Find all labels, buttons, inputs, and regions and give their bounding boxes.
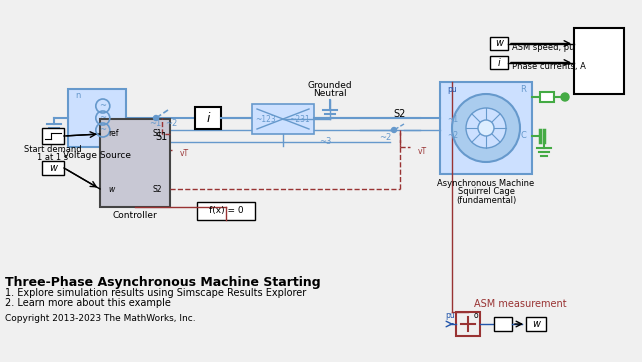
- Text: ~231: ~231: [290, 114, 310, 123]
- Text: ASM speed, pu: ASM speed, pu: [512, 42, 575, 51]
- Bar: [100, 119, 170, 207]
- Text: f(x) = 0: f(x) = 0: [209, 206, 243, 215]
- Bar: [42, 128, 64, 144]
- Text: Asynchronous Machine: Asynchronous Machine: [437, 180, 535, 189]
- Text: S1: S1: [153, 130, 162, 139]
- Circle shape: [561, 93, 569, 101]
- Text: Grounded: Grounded: [308, 81, 352, 90]
- Text: w: w: [108, 185, 114, 194]
- Text: (fundamental): (fundamental): [456, 195, 516, 205]
- Circle shape: [466, 108, 506, 148]
- Text: ~1: ~1: [149, 119, 161, 129]
- Text: Controller: Controller: [112, 211, 157, 220]
- Bar: [540, 92, 554, 102]
- Text: pu: pu: [447, 85, 456, 94]
- Text: i: i: [498, 58, 500, 67]
- Text: ~: ~: [100, 126, 107, 135]
- Bar: [252, 104, 314, 134]
- Bar: [490, 37, 508, 50]
- Text: vT: vT: [180, 150, 189, 159]
- Circle shape: [478, 120, 494, 136]
- Text: ~3: ~3: [319, 138, 331, 147]
- Text: 1. Explore simulation results using Simscape Results Explorer: 1. Explore simulation results using Sims…: [5, 288, 306, 298]
- Circle shape: [452, 94, 520, 162]
- Text: S1: S1: [156, 132, 168, 142]
- Bar: [490, 56, 508, 69]
- Text: 2. Learn more about this example: 2. Learn more about this example: [5, 298, 171, 308]
- Text: S2: S2: [153, 185, 162, 194]
- Text: Squirrel Cage: Squirrel Cage: [458, 188, 514, 197]
- Text: ~: ~: [100, 101, 107, 110]
- Text: 1 at 1 s: 1 at 1 s: [37, 152, 69, 161]
- Text: i: i: [206, 111, 210, 125]
- Text: ~2: ~2: [165, 119, 177, 129]
- Text: Phase currents, A: Phase currents, A: [512, 62, 586, 71]
- Bar: [526, 317, 546, 331]
- Text: ref: ref: [108, 130, 119, 139]
- Text: o: o: [474, 311, 478, 320]
- Text: w: w: [49, 163, 57, 173]
- Text: n: n: [75, 90, 81, 100]
- Bar: [195, 107, 221, 129]
- Text: ~2: ~2: [447, 131, 458, 140]
- Bar: [197, 202, 255, 220]
- Bar: [440, 82, 532, 174]
- Text: Three-Phase Asynchronous Machine Starting: Three-Phase Asynchronous Machine Startin…: [5, 276, 320, 289]
- Text: vT: vT: [418, 147, 427, 156]
- Bar: [68, 89, 126, 147]
- Text: ~2: ~2: [379, 134, 391, 143]
- Bar: [494, 317, 512, 331]
- Text: Start demand: Start demand: [24, 144, 82, 153]
- Circle shape: [153, 115, 159, 121]
- Text: Voltage Source: Voltage Source: [63, 152, 131, 160]
- Bar: [574, 28, 624, 94]
- Text: ~123: ~123: [256, 114, 276, 123]
- Text: ~: ~: [100, 114, 107, 122]
- Text: Copyright 2013-2023 The MathWorks, Inc.: Copyright 2013-2023 The MathWorks, Inc.: [5, 314, 196, 323]
- Text: R: R: [520, 85, 526, 94]
- Text: C: C: [520, 131, 526, 140]
- Text: w: w: [495, 38, 503, 49]
- Text: ~1: ~1: [447, 115, 458, 125]
- Text: ASM measurement: ASM measurement: [474, 299, 566, 309]
- Text: w: w: [532, 319, 540, 329]
- Bar: [456, 312, 480, 336]
- Text: pu: pu: [445, 311, 455, 320]
- Bar: [42, 161, 64, 175]
- Text: S2: S2: [394, 109, 406, 119]
- Circle shape: [392, 127, 397, 132]
- Text: Neutral: Neutral: [313, 89, 347, 98]
